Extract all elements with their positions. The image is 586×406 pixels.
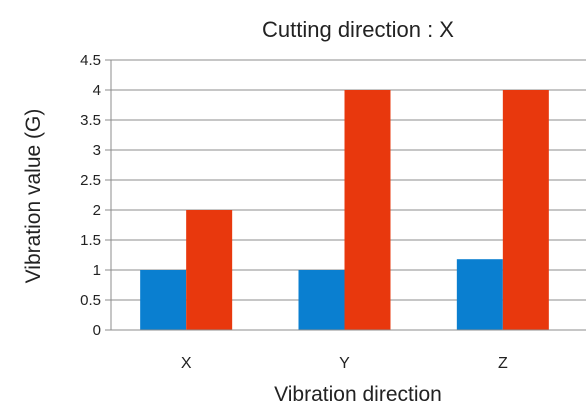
y-tick-label: 4.5 (80, 52, 101, 69)
bar-y-series-2 (344, 90, 391, 330)
bar-z-series-2 (502, 90, 549, 330)
x-category-label: Y (339, 355, 350, 372)
bars (140, 90, 549, 330)
y-tick-label: 1 (93, 262, 101, 279)
y-tick-label: 3 (93, 142, 101, 159)
bar-x-series-1 (140, 270, 187, 330)
y-tick-label: 3.5 (80, 112, 101, 129)
y-tick-label: 4 (93, 82, 101, 99)
x-axis-label: Vibration direction (274, 383, 442, 406)
bar-x-series-2 (186, 210, 233, 330)
y-axis-ticks: 0 0.5 1 1.5 2 2.5 3 3.5 4 4.5 (80, 52, 101, 339)
y-tick-label: 2 (93, 202, 101, 219)
chart-title: Cutting direction : X (262, 17, 454, 42)
y-tick-label: 2.5 (80, 172, 101, 189)
bar-y-series-1 (298, 270, 345, 330)
y-tick-label: 0 (93, 322, 101, 339)
x-category-label: Z (498, 355, 508, 372)
bar-z-series-1 (456, 259, 503, 330)
x-category-label: X (181, 355, 192, 372)
y-tick-label: 0.5 (80, 292, 101, 309)
y-tick-label: 1.5 (80, 232, 101, 249)
x-axis-categories: X Y Z (181, 355, 508, 372)
y-axis-label: Vibration value (G) (22, 109, 45, 284)
